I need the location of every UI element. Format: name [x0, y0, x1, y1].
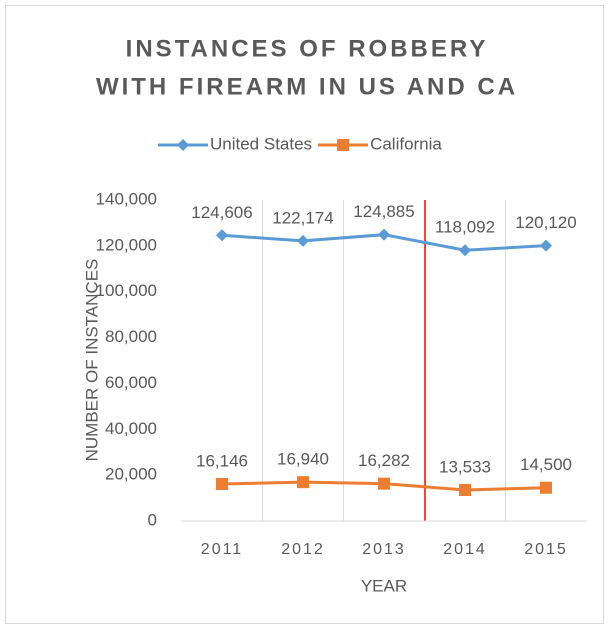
- data-label: 16,940: [277, 450, 329, 469]
- y-tick-label: 140,000: [96, 189, 157, 208]
- marker: [216, 229, 228, 242]
- y-tick-label: 80,000: [105, 327, 157, 346]
- marker: [297, 234, 309, 247]
- marker: [378, 477, 390, 490]
- data-label: 124,885: [353, 202, 414, 221]
- marker: [540, 481, 552, 494]
- x-tick-label: 2014: [443, 541, 487, 558]
- data-label: 120,120: [515, 213, 576, 232]
- marker: [459, 244, 471, 257]
- y-tick-label: 0: [148, 510, 157, 529]
- marker: [337, 139, 350, 151]
- marker: [177, 139, 189, 151]
- marker: [540, 239, 552, 252]
- legend-label: United States: [210, 134, 312, 153]
- marker: [297, 476, 309, 489]
- data-label: 14,500: [520, 455, 572, 474]
- data-label: 16,282: [358, 451, 410, 470]
- chart-title: WITH FIREARM IN US AND CA: [96, 73, 518, 100]
- y-axis-title: NUMBER OF INSTANCES: [82, 259, 101, 462]
- x-tick-label: 2012: [281, 541, 325, 558]
- y-tick-label: 60,000: [105, 373, 157, 392]
- data-label: 13,533: [439, 457, 491, 476]
- data-label: 16,146: [196, 451, 248, 470]
- x-tick-label: 2011: [201, 541, 243, 558]
- y-tick-label: 120,000: [96, 235, 157, 254]
- marker: [378, 228, 390, 241]
- x-tick-label: 2015: [524, 541, 568, 558]
- y-tick-label: 40,000: [105, 419, 157, 438]
- legend-label: California: [370, 134, 442, 153]
- data-label: 124,606: [191, 203, 252, 222]
- y-tick-label: 100,000: [96, 281, 157, 300]
- data-label: 118,092: [435, 218, 495, 237]
- data-label: 122,174: [272, 208, 333, 227]
- x-axis-title: YEAR: [361, 576, 407, 595]
- chart-title: INSTANCES OF ROBBERY: [126, 35, 489, 62]
- y-tick-label: 20,000: [105, 465, 157, 484]
- marker: [216, 477, 228, 490]
- x-tick-label: 2013: [362, 541, 406, 558]
- marker: [459, 483, 471, 496]
